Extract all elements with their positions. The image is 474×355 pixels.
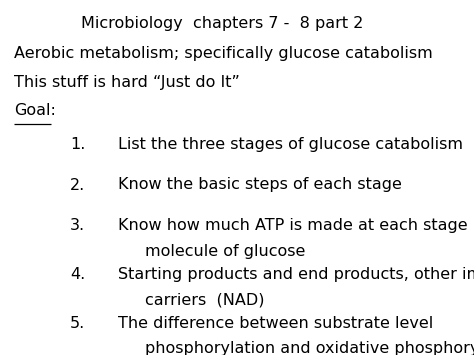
Text: Starting products and end products, other important: Starting products and end products, othe… — [118, 267, 474, 282]
Text: molecule of glucose: molecule of glucose — [145, 244, 305, 259]
Text: Know how much ATP is made at each stage per: Know how much ATP is made at each stage … — [118, 218, 474, 233]
Text: The difference between substrate level: The difference between substrate level — [118, 316, 434, 331]
Text: 4.: 4. — [70, 267, 85, 282]
Text: 2.: 2. — [70, 178, 85, 192]
Text: Know the basic steps of each stage: Know the basic steps of each stage — [118, 178, 402, 192]
Text: phosphorylation and oxidative phosphorylation: phosphorylation and oxidative phosphoryl… — [145, 341, 474, 355]
Text: Microbiology  chapters 7 -  8 part 2: Microbiology chapters 7 - 8 part 2 — [81, 16, 363, 31]
Text: 5.: 5. — [70, 316, 85, 331]
Text: Aerobic metabolism; specifically glucose catabolism: Aerobic metabolism; specifically glucose… — [14, 46, 433, 61]
Text: carriers  (NAD): carriers (NAD) — [145, 293, 264, 307]
Text: List the three stages of glucose catabolism: List the three stages of glucose catabol… — [118, 137, 464, 152]
Text: 1.: 1. — [70, 137, 85, 152]
Text: 3.: 3. — [70, 218, 85, 233]
Text: This stuff is hard “Just do It”: This stuff is hard “Just do It” — [14, 75, 240, 89]
Text: Goal:: Goal: — [14, 103, 56, 118]
